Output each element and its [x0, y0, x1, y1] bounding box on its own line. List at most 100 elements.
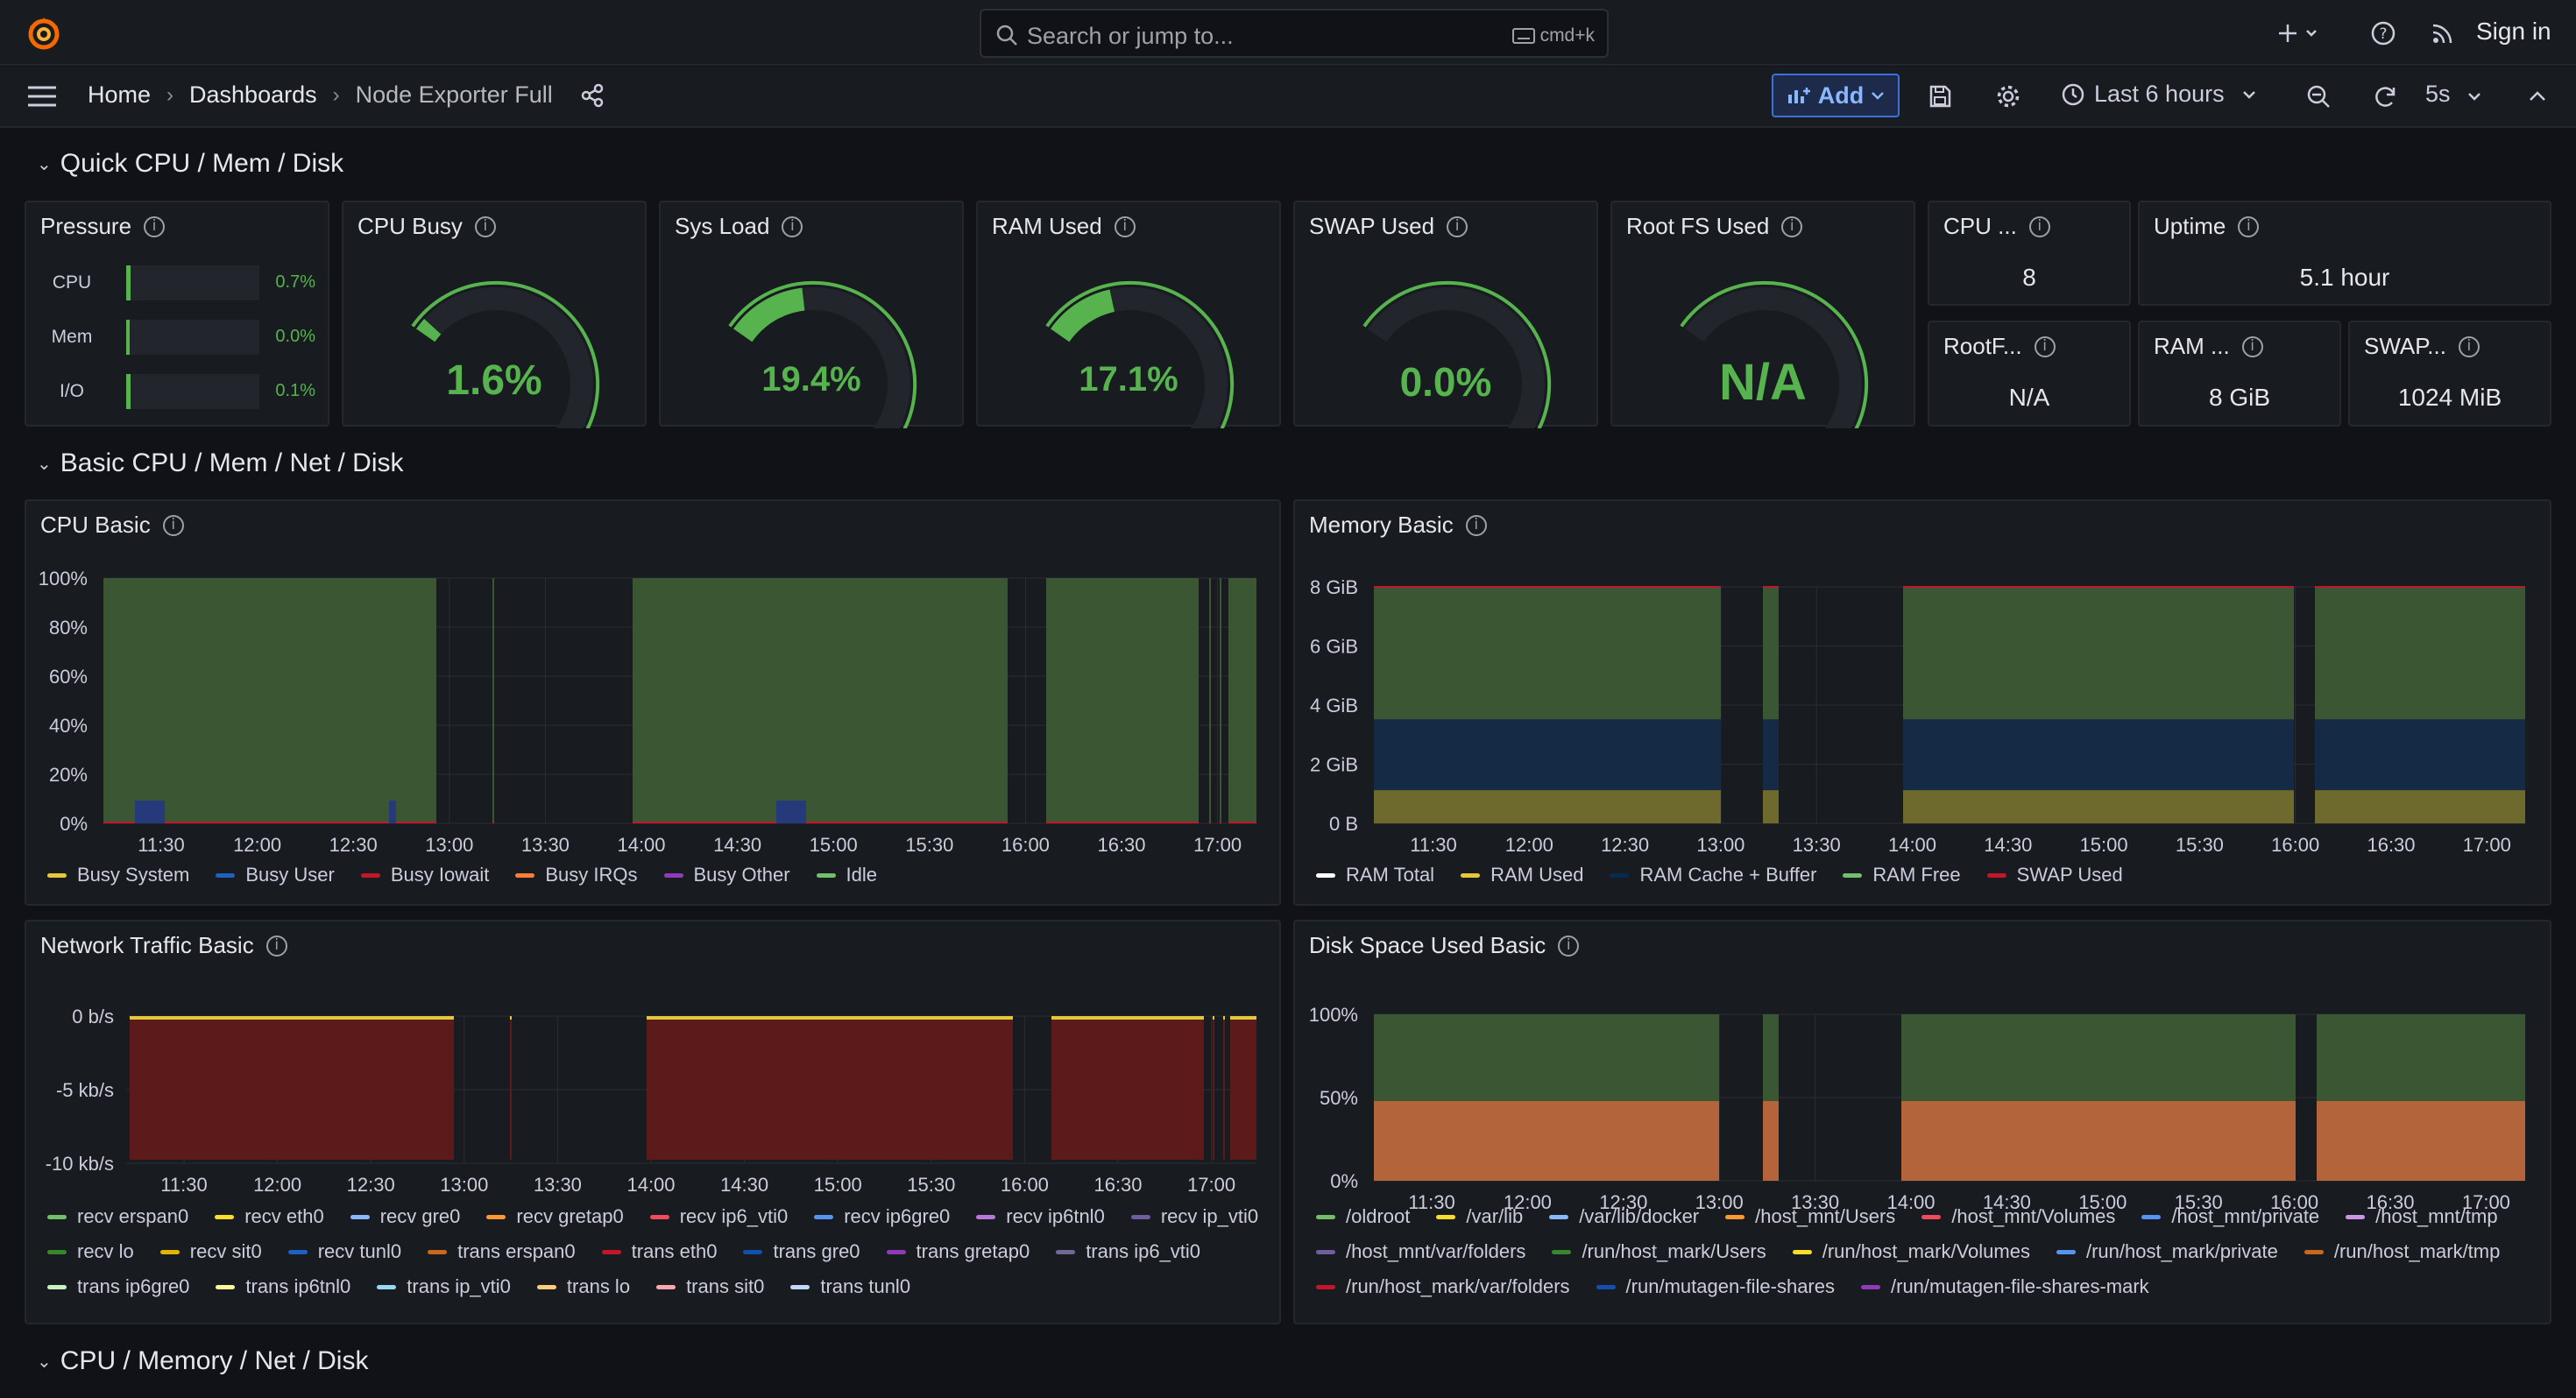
panel-root-fs-used[interactable]: Root FS Used N/A: [1610, 201, 1915, 428]
add-button[interactable]: Add: [1772, 74, 1900, 117]
legend-item[interactable]: /oldroot: [1316, 1205, 1410, 1228]
row-header-quick[interactable]: ⌄ Quick CPU / Mem / Disk: [37, 149, 343, 179]
info-icon[interactable]: [2241, 335, 2263, 357]
legend-item[interactable]: RAM Free: [1843, 864, 1961, 886]
info-icon[interactable]: [2458, 335, 2480, 357]
info-icon[interactable]: [1558, 935, 1580, 957]
legend-item[interactable]: recv gretap0: [486, 1205, 624, 1228]
legend-item[interactable]: /var/lib/docker: [1549, 1205, 1699, 1228]
panel-cpu-busy[interactable]: CPU Busy 1.6%: [342, 201, 647, 428]
legend-item[interactable]: Busy Other: [663, 864, 790, 886]
legend-item[interactable]: /run/host_mark/private: [2056, 1240, 2278, 1263]
legend-item[interactable]: Busy System: [47, 864, 189, 886]
legend-item[interactable]: /host_mnt/private: [2141, 1205, 2319, 1228]
time-range-picker[interactable]: Last 6 hours: [2061, 81, 2256, 108]
panel-cpu-basic[interactable]: CPU Basic 100% 80% 60% 40% 20% 0% 11:30 12:00 12…: [25, 499, 1281, 906]
dashboard-settings-button[interactable]: [1991, 79, 2026, 114]
legend-item[interactable]: recv ip_vti0: [1130, 1205, 1258, 1228]
legend-item[interactable]: /run/host_mark/tmp: [2304, 1240, 2500, 1263]
legend-item[interactable]: trans tunl0: [790, 1275, 910, 1298]
refresh-interval-picker[interactable]: 5s: [2425, 81, 2481, 108]
legend-item[interactable]: /var/lib: [1436, 1205, 1523, 1228]
breadcrumb-dashboards[interactable]: Dashboards: [189, 81, 317, 108]
zoom-out-button[interactable]: [2301, 79, 2336, 114]
legend-item[interactable]: /run/host_mark/Volumes: [1792, 1240, 2030, 1263]
info-icon[interactable]: [1781, 215, 1803, 237]
legend-item[interactable]: RAM Used: [1461, 864, 1583, 886]
legend-item[interactable]: trans ip6gre0: [47, 1275, 189, 1298]
info-icon[interactable]: [144, 215, 166, 237]
chart-network-traffic-basic[interactable]: 0 b/s -5 kb/s -10 kb/s 11:30 12:00 12:30 13:00…: [26, 972, 1283, 1253]
legend-item[interactable]: trans ip_vti0: [377, 1275, 511, 1298]
panel-ram-total[interactable]: RAM ... 8 GiB: [2138, 321, 2341, 427]
collapse-toolbar-button[interactable]: [2520, 79, 2555, 114]
legend-item[interactable]: recv ip6gre0: [814, 1205, 950, 1228]
legend-item[interactable]: Busy Iowait: [360, 864, 489, 886]
save-dashboard-button[interactable]: [1922, 79, 1957, 114]
search-input[interactable]: Search or jump to... cmd+k: [980, 9, 1609, 58]
legend-item[interactable]: /run/mutagen-file-shares: [1596, 1275, 1835, 1298]
info-icon[interactable]: [2238, 215, 2260, 237]
legend-item[interactable]: recv gre0: [350, 1205, 460, 1228]
legend-item[interactable]: trans sit0: [656, 1275, 764, 1298]
breadcrumb-home[interactable]: Home: [88, 81, 152, 108]
share-icon[interactable]: [579, 82, 605, 109]
chart-disk-space-used-basic[interactable]: 100% 50% 0% 11:30 12:00 12:30 13:00 13:30 14:00 1…: [1295, 972, 2553, 1253]
panel-sys-load[interactable]: Sys Load 19.4%: [659, 201, 964, 428]
panel-rootfs-total[interactable]: RootF... N/A: [1928, 321, 2131, 427]
legend-item[interactable]: SWAP Used: [1986, 864, 2123, 886]
legend-item[interactable]: /run/host_mark/Users: [1552, 1240, 1766, 1263]
info-icon[interactable]: [2034, 335, 2056, 357]
panel-disk-space-used-basic[interactable]: Disk Space Used Basic 100% 50% 0% 11:30 12:0…: [1293, 920, 2551, 1324]
legend-item[interactable]: trans gre0: [743, 1240, 860, 1263]
panel-uptime[interactable]: Uptime 5.1 hour: [2138, 201, 2551, 306]
panel-pressure[interactable]: Pressure CPU 0.7% Mem 0.0% I/O 0.1%: [25, 201, 329, 427]
legend-item[interactable]: RAM Cache + Buffer: [1610, 864, 1816, 886]
info-icon[interactable]: [2028, 215, 2050, 237]
info-icon[interactable]: [1465, 514, 1487, 536]
legend-item[interactable]: recv ip6_vti0: [649, 1205, 788, 1228]
row-header-basic[interactable]: ⌄ Basic CPU / Mem / Net / Disk: [37, 448, 404, 478]
grafana-logo-icon[interactable]: [25, 14, 63, 53]
legend-item[interactable]: recv eth0: [215, 1205, 324, 1228]
legend-item[interactable]: recv sit0: [159, 1240, 262, 1263]
legend-item[interactable]: RAM Total: [1316, 864, 1434, 886]
legend-item[interactable]: /host_mnt/Volumes: [1921, 1205, 2115, 1228]
info-icon[interactable]: [782, 215, 803, 237]
legend-item[interactable]: recv lo: [47, 1240, 134, 1263]
panel-swap-total[interactable]: SWAP... 1024 MiB: [2348, 321, 2551, 427]
legend-item[interactable]: recv erspan0: [47, 1205, 188, 1228]
legend-item[interactable]: Idle: [816, 864, 877, 886]
legend-item[interactable]: trans ip6_vti0: [1056, 1240, 1200, 1263]
legend-item[interactable]: /host_mnt/Users: [1725, 1205, 1895, 1228]
legend-item[interactable]: trans erspan0: [428, 1240, 576, 1263]
legend-item[interactable]: /run/mutagen-file-shares-mark: [1861, 1275, 2149, 1298]
legend-item[interactable]: trans lo: [536, 1275, 630, 1298]
legend-item[interactable]: Busy User: [216, 864, 335, 886]
panel-ram-used[interactable]: RAM Used 17.1%: [976, 201, 1281, 428]
legend-item[interactable]: trans eth0: [601, 1240, 717, 1263]
row-header-cpu-memory-net-disk[interactable]: ⌄ CPU / Memory / Net / Disk: [37, 1346, 368, 1376]
panel-swap-used[interactable]: SWAP Used 0.0%: [1293, 201, 1598, 428]
legend-item[interactable]: trans gretap0: [886, 1240, 1030, 1263]
new-menu-button[interactable]: [2273, 16, 2325, 51]
legend-item[interactable]: recv ip6tnl0: [976, 1205, 1105, 1228]
legend-item[interactable]: /host_mnt/var/folders: [1316, 1240, 1525, 1263]
news-button[interactable]: [2425, 16, 2460, 51]
refresh-button[interactable]: [2367, 79, 2403, 114]
info-icon[interactable]: [1114, 215, 1136, 237]
info-icon[interactable]: [474, 215, 496, 237]
legend-item[interactable]: recv tunl0: [287, 1240, 401, 1263]
info-icon[interactable]: [162, 514, 184, 536]
help-button[interactable]: ?: [2366, 16, 2401, 51]
chart-cpu-basic[interactable]: 100% 80% 60% 40% 20% 0% 11:30 12:00 12:30 13:00 13…: [26, 554, 1283, 878]
legend-item[interactable]: /run/host_mark/var/folders: [1316, 1275, 1570, 1298]
info-icon[interactable]: [1447, 215, 1468, 237]
sign-in-link[interactable]: Sign in: [2476, 18, 2551, 45]
legend-item[interactable]: Busy IRQs: [515, 864, 638, 886]
info-icon[interactable]: [265, 935, 287, 957]
panel-cpu-cores[interactable]: CPU ... 8: [1928, 201, 2131, 306]
menu-toggle-button[interactable]: [25, 79, 60, 114]
legend-item[interactable]: trans ip6tnl0: [216, 1275, 350, 1298]
legend-item[interactable]: /host_mnt/tmp: [2346, 1205, 2498, 1228]
